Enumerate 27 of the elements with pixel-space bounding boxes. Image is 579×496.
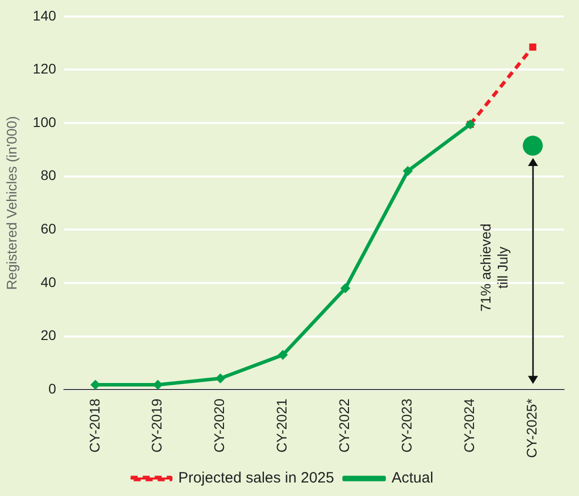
point <box>522 136 543 156</box>
x-tick-label: CY-2021 <box>274 398 290 453</box>
x-tick-label: CY-2020 <box>211 398 228 453</box>
y-tick-label: 100 <box>32 114 56 130</box>
y-tick-label: 120 <box>32 60 56 77</box>
x-tick-label: CY-2018 <box>86 398 102 453</box>
y-tick-label: 140 <box>32 7 56 24</box>
point <box>340 283 350 294</box>
annotation: 71% achieved till July <box>478 224 511 312</box>
y-tick-label: 20 <box>40 327 56 344</box>
point <box>215 373 226 384</box>
x-tick-label: CY-2025* <box>524 398 540 458</box>
x-tick-label: CY-2022 <box>336 398 352 453</box>
point <box>529 44 536 51</box>
y-tick-label: 40 <box>40 274 56 290</box>
y-tick-label: 60 <box>40 220 56 237</box>
point <box>278 350 288 360</box>
point <box>402 166 413 176</box>
x-tick-label: CY-2023 <box>398 398 415 453</box>
x-tick-label: CY-2019 <box>148 398 165 453</box>
y-tick-label: 80 <box>40 167 56 184</box>
y-axis-title: Registered Vehicles (in'000) <box>3 116 20 290</box>
point <box>90 380 100 390</box>
x-tick-label: CY-2024 <box>461 398 478 453</box>
legend-label: Actual <box>392 470 434 487</box>
y-tick-label: 0 <box>48 380 56 396</box>
legend-label: Projected sales in 2025 <box>178 470 334 487</box>
